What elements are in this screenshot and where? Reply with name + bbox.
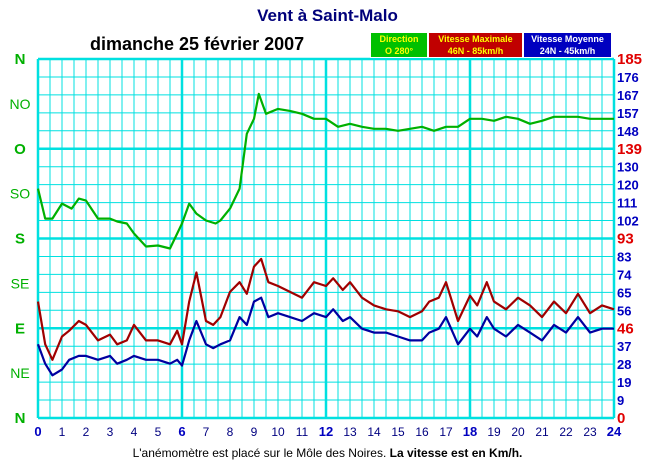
y-left-tick-label: O [14,141,26,158]
x-tick-label: 19 [487,425,501,439]
y-left-tick-label: S [15,231,25,248]
y-right-tick-label: 46 [617,320,634,337]
x-tick-label: 24 [607,424,622,439]
x-tick-label: 23 [583,425,597,439]
y-left-tick-label: NE [10,365,29,381]
series-max-speed-line [36,257,615,361]
x-tick-label: 20 [511,425,525,439]
y-right-tick-label: 28 [617,357,631,372]
legend-direction-label: Direction [379,34,419,44]
y-right-tick-label: 93 [617,231,634,248]
series-mean-speed-line [36,296,614,377]
y-right-tick-label: 102 [617,214,639,229]
legend-max-label: Vitesse Maximale [438,34,513,44]
y-right-tick-label: 74 [617,267,632,282]
y-right-tick-label: 139 [617,141,642,158]
x-tick-label: 22 [559,425,573,439]
x-tick-label: 7 [203,425,210,439]
y-left-tick-label: N [15,410,26,427]
x-tick-label: 8 [227,425,234,439]
legend-moy-label: Vitesse Moyenne [531,34,604,44]
chart-title: Vent à Saint-Malo [257,6,398,25]
x-tick-label: 13 [343,425,357,439]
y-right-tick-label: 120 [617,178,639,193]
chart-date: dimanche 25 février 2007 [90,34,305,54]
x-tick-label: 16 [415,425,429,439]
legend-direction-value: O 280° [384,46,414,56]
y-right-tick-label: 157 [617,106,639,121]
legend-moy-value: 24N - 45km/h [539,46,596,56]
x-tick-label: 9 [251,425,258,439]
y-left-tick-label: E [15,320,25,337]
legend-mean-speed: Vitesse Moyenne 24N - 45km/h [523,32,612,58]
y-right-tick-label: 176 [617,70,639,85]
x-tick-label: 21 [535,425,549,439]
x-tick-label: 0 [34,424,41,439]
y-left-tick-label: SO [10,186,30,202]
y-right-tick-label: 130 [617,160,639,175]
y-right-tick-label: 111 [617,196,637,211]
x-tick-label: 18 [463,424,477,439]
x-tick-label: 1 [59,425,66,439]
x-tick-label: 5 [155,425,162,439]
y-right-tick-label: 148 [617,124,639,139]
x-tick-label: 12 [319,424,333,439]
y-right-tick-label: 19 [617,375,631,390]
y-right-tick-label: 185 [617,51,642,68]
legend-max-value: 46N - 85km/h [447,46,504,56]
x-tick-label: 3 [107,425,114,439]
y-right-tick-label: 37 [617,339,631,354]
y-right-tick-label: 83 [617,249,631,264]
x-tick-label: 15 [391,425,405,439]
x-tick-label: 2 [83,425,90,439]
y-right-tick-label: 0 [617,410,625,427]
footer-note: L'anémomètre est placé sur le Môle des N… [0,446,655,460]
footer-bold: La vitesse est en Km/h. [389,446,523,460]
x-tick-label: 4 [131,425,138,439]
footer-text: L'anémomètre est placé sur le Môle des N… [132,446,387,460]
x-tick-label: 14 [367,425,381,439]
y-right-tick-label: 9 [617,393,624,408]
y-right-tick-label: 167 [617,88,639,103]
x-tick-label: 17 [439,425,453,439]
y-left-tick-label: SE [11,275,30,291]
legend-max-speed: Vitesse Maximale 46N - 85km/h [428,32,523,58]
series-direction-line [36,92,614,250]
x-tick-label: 10 [271,425,285,439]
legend-direction: Direction O 280° [370,32,428,58]
y-right-tick-label: 56 [617,303,631,318]
y-left-tick-label: N [15,51,26,68]
y-left-tick-label: NO [10,96,31,112]
x-tick-label: 11 [296,425,309,439]
y-right-tick-label: 65 [617,285,631,300]
x-tick-label: 6 [178,424,185,439]
